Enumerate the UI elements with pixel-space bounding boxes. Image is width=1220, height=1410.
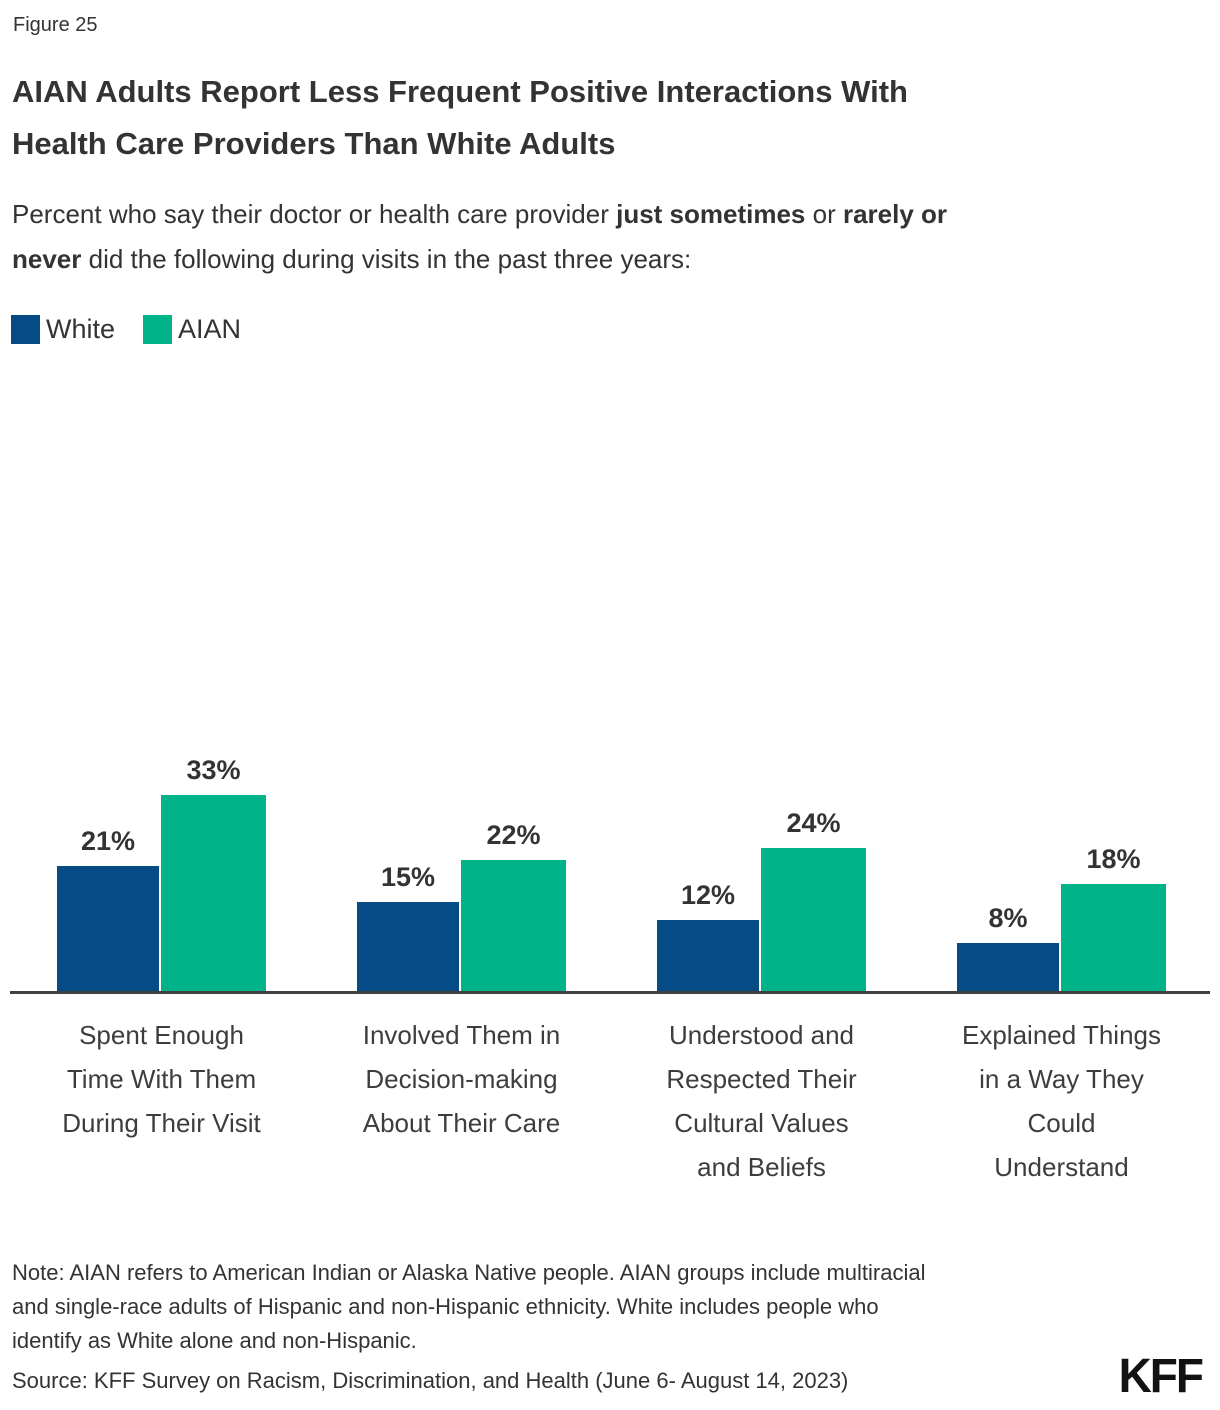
legend-label-white: White [46, 314, 116, 344]
bar-aian-2 [761, 848, 866, 991]
chart-title-line1: AIAN Adults Report Less Frequent Positiv… [12, 74, 908, 109]
note-line2: and single-race adults of Hispanic and n… [12, 1294, 879, 1319]
kff-logo: KFF [1118, 1347, 1204, 1403]
chart-note: Note: AIAN refers to American Indian or … [12, 1256, 925, 1358]
legend-swatch-white-icon [11, 315, 40, 344]
value-label-aian-3: 18% [1086, 844, 1141, 874]
bar-white-3 [957, 943, 1059, 991]
bar-white-0 [57, 866, 159, 991]
category-label-2: Understood and Respected Their Cultural … [666, 1020, 857, 1182]
chart-title: AIAN Adults Report Less Frequent Positiv… [12, 66, 908, 170]
legend-item-white: White [11, 314, 115, 345]
bar-white-2 [657, 920, 759, 991]
subtitle-bold-rarely-or: rarely or [842, 199, 948, 229]
category-label-3: Explained Things in a Way They Could Und… [962, 1020, 1161, 1182]
subtitle-text: Percent who say their doctor or health c… [12, 199, 617, 229]
chart-subtitle: Percent who say their doctor or health c… [12, 192, 1217, 282]
value-label-aian-2: 24% [786, 808, 841, 838]
value-label-white-3: 8% [988, 903, 1028, 933]
value-label-white-1: 15% [380, 862, 436, 892]
legend-label-aian: AIAN [178, 314, 242, 344]
value-label-white-0: 21% [80, 826, 136, 856]
chart-source: Source: KFF Survey on Racism, Discrimina… [12, 1368, 849, 1393]
subtitle-text: or [805, 199, 843, 229]
bar-aian-3 [1061, 884, 1166, 991]
value-label-white-2: 12% [680, 880, 736, 910]
bar-white-1 [357, 902, 459, 991]
x-axis-line [10, 991, 1210, 994]
category-label-1: Involved Them in Decision-making About T… [362, 1020, 561, 1138]
subtitle-bold-never: never [12, 244, 82, 274]
chart-title-line2: Health Care Providers Than White Adults [12, 126, 616, 161]
bar-aian-1 [461, 860, 566, 991]
category-label-0: Spent Enough Time With Them During Their… [62, 1020, 261, 1138]
subtitle-bold-just-sometimes: just sometimes [616, 199, 806, 229]
legend-swatch-aian-icon [143, 315, 173, 344]
value-label-aian-0: 33% [186, 755, 241, 785]
note-line3: identify as White alone and non-Hispanic… [12, 1328, 417, 1353]
bar-aian-0 [161, 795, 266, 991]
figure-number-label: Figure 25 [13, 14, 98, 36]
legend-item-aian: AIAN [143, 314, 241, 345]
legend: White AIAN [11, 314, 269, 345]
note-line1: Note: AIAN refers to American Indian or … [12, 1260, 926, 1285]
subtitle-text: did the following during visits in the p… [81, 244, 692, 274]
value-label-aian-1: 22% [486, 820, 541, 850]
